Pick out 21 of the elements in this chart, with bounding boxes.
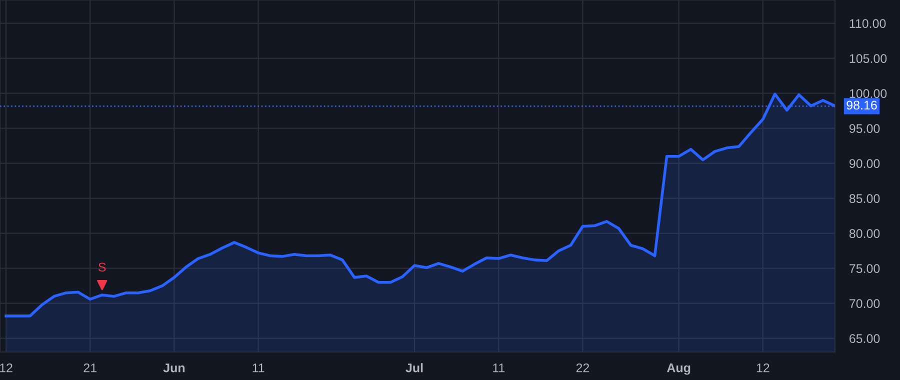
x-tick-label: 22: [576, 363, 590, 372]
x-tick-label: 12: [0, 363, 12, 372]
y-tick-label: 75.00: [850, 264, 880, 273]
x-tick-label: 21: [84, 363, 96, 372]
ref-line-label: 98.16: [846, 100, 877, 110]
x-tick-label: Jul: [406, 363, 423, 372]
y-tick-label: 105.00: [850, 54, 887, 63]
x-tick-label: 11: [493, 364, 504, 372]
x-tick-label: Jun: [163, 364, 185, 372]
x-tick-label: 11: [252, 364, 264, 372]
y-tick-label: 95.00: [849, 124, 880, 133]
y-tick-label: 110.00: [850, 19, 886, 28]
data-label: S: [98, 262, 106, 272]
y-tick-label: 65.00: [850, 334, 880, 343]
y-tick-label: 85.00: [849, 194, 880, 203]
x-tick-label: 12: [756, 363, 770, 372]
y-tick-label: 70.00: [850, 299, 880, 308]
y-tick-label: 80.00: [849, 229, 880, 238]
x-tick-label: Aug: [666, 364, 690, 375]
y-tick-label: 90.00: [849, 159, 880, 168]
y-tick-label: 100.00: [850, 89, 887, 98]
